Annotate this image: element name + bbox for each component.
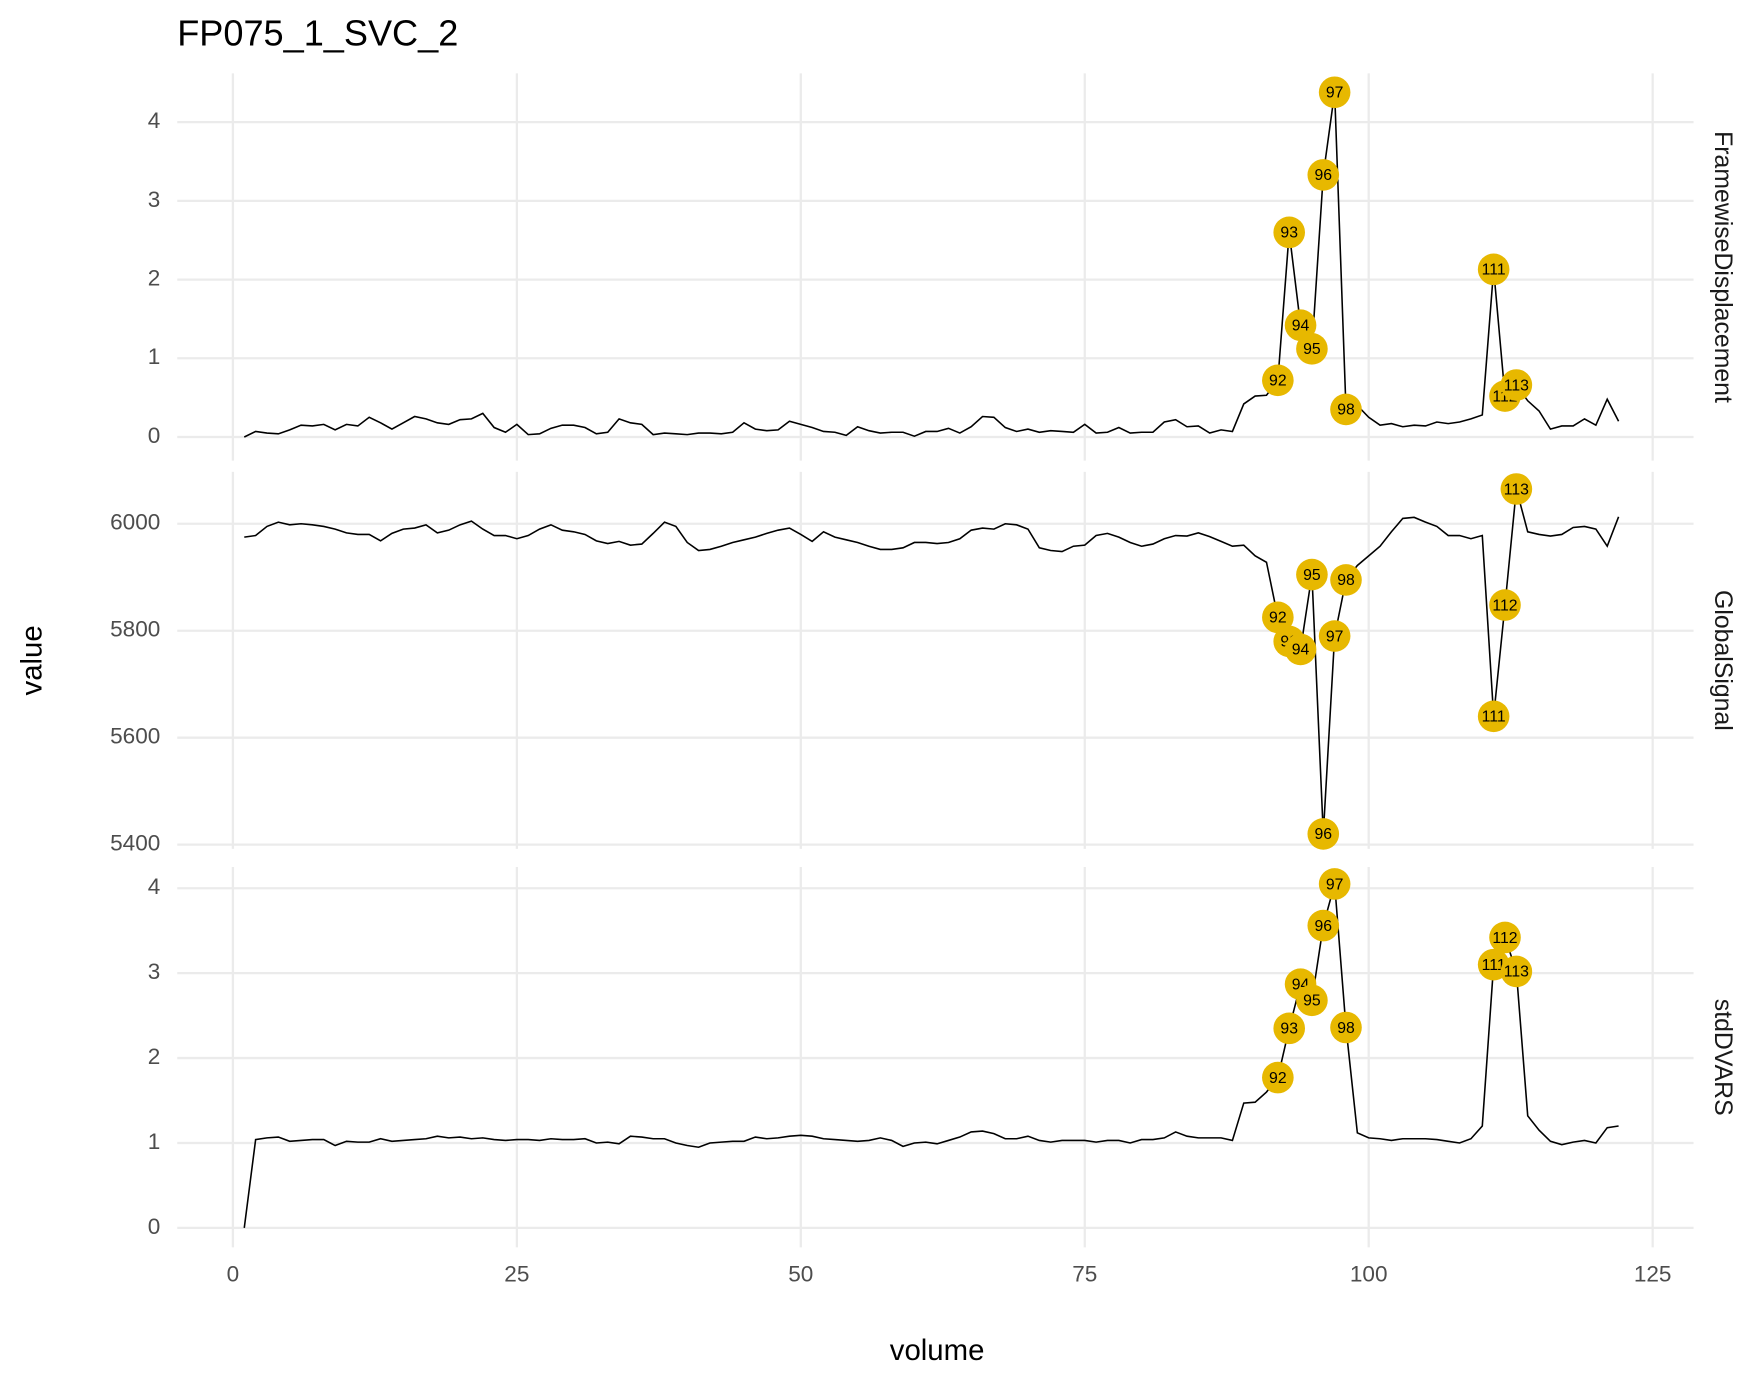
flagged-point <box>1296 558 1328 591</box>
point-label: 97 <box>1326 628 1344 645</box>
flagged-point <box>1330 393 1362 426</box>
flagged-point <box>1284 309 1317 342</box>
flagged-point <box>1500 955 1533 988</box>
point-label: 95 <box>1303 993 1321 1010</box>
flagged-point <box>1489 921 1521 954</box>
point-label: 92 <box>1269 610 1287 627</box>
point-label: 113 <box>1504 964 1529 981</box>
y-tick-label: 0 <box>148 423 161 448</box>
x-tick-label: 50 <box>788 1262 813 1287</box>
x-axis-label: volume <box>890 1334 985 1367</box>
y-tick-label: 5800 <box>110 617 160 642</box>
point-label: 97 <box>1326 85 1344 102</box>
flagged-point <box>1318 76 1351 109</box>
point-label: 98 <box>1337 402 1355 419</box>
flagged-point <box>1500 473 1533 505</box>
flagged-point <box>1318 620 1351 652</box>
data-line <box>244 488 1620 835</box>
flagged-point <box>1273 216 1306 249</box>
strip-label: FramewiseDisplacement <box>1709 131 1736 403</box>
y-tick-label: 5600 <box>110 724 160 749</box>
point-label: 97 <box>1326 876 1344 893</box>
point-label: 95 <box>1303 567 1321 584</box>
y-tick-label: 4 <box>148 874 161 899</box>
point-label: 93 <box>1280 1021 1298 1038</box>
x-tick-label: 125 <box>1634 1262 1672 1287</box>
point-label: 112 <box>1492 597 1517 614</box>
x-tick-label: 100 <box>1350 1262 1388 1287</box>
point-label: 92 <box>1269 1070 1287 1087</box>
flagged-point <box>1262 1061 1294 1094</box>
y-tick-label: 2 <box>148 1044 161 1069</box>
flagged-point <box>1330 564 1362 596</box>
flagged-point <box>1477 700 1510 733</box>
point-label: 94 <box>1292 318 1310 335</box>
y-tick-label: 2 <box>148 266 161 291</box>
y-tick-label: 6000 <box>110 510 160 535</box>
flagged-point <box>1307 909 1340 942</box>
point-label: 93 <box>1280 225 1298 242</box>
data-line <box>243 92 1620 438</box>
point-label: 111 <box>1482 957 1506 974</box>
flagged-point <box>1489 589 1521 621</box>
flagged-point <box>1296 984 1328 1017</box>
flagged-point <box>1477 253 1510 286</box>
chart-title: FP075_1_SVC_2 <box>177 13 458 54</box>
flagged-point <box>1307 818 1340 850</box>
point-label: 111 <box>1482 262 1506 279</box>
flagged-point <box>1262 601 1294 634</box>
x-tick-label: 0 <box>227 1262 240 1287</box>
y-tick-label: 5400 <box>110 831 160 856</box>
point-label: 112 <box>1492 930 1517 947</box>
point-label: 95 <box>1303 341 1321 358</box>
x-tick-label: 25 <box>504 1262 529 1287</box>
x-tick-label: 75 <box>1072 1262 1097 1287</box>
point-label: 111 <box>1482 709 1506 726</box>
y-tick-label: 0 <box>148 1214 161 1239</box>
y-tick-label: 3 <box>148 187 161 212</box>
y-tick-label: 1 <box>148 344 161 369</box>
point-label: 96 <box>1314 167 1332 184</box>
flagged-point <box>1307 159 1340 191</box>
data-line <box>243 883 1619 1229</box>
flagged-point <box>1296 333 1328 365</box>
y-tick-label: 3 <box>148 959 161 984</box>
strip-label: stdDVARS <box>1709 999 1736 1116</box>
point-label: 96 <box>1314 918 1332 935</box>
point-label: 94 <box>1292 642 1310 659</box>
point-label: 98 <box>1337 1020 1355 1037</box>
point-label: 113 <box>1504 377 1529 394</box>
point-label: 113 <box>1504 481 1529 498</box>
point-label: 96 <box>1314 826 1332 843</box>
point-label: 98 <box>1337 572 1355 589</box>
y-tick-label: 1 <box>148 1129 161 1154</box>
y-tick-label: 4 <box>148 108 161 133</box>
strip-label: GlobalSignal <box>1709 590 1736 731</box>
flagged-point <box>1330 1011 1362 1044</box>
flagged-point <box>1284 633 1317 666</box>
flagged-point <box>1500 369 1533 401</box>
flagged-point <box>1318 868 1351 900</box>
point-label: 92 <box>1269 373 1287 390</box>
flagged-point <box>1273 1012 1306 1045</box>
flagged-point <box>1262 364 1294 397</box>
y-axis-label: value <box>16 625 49 695</box>
